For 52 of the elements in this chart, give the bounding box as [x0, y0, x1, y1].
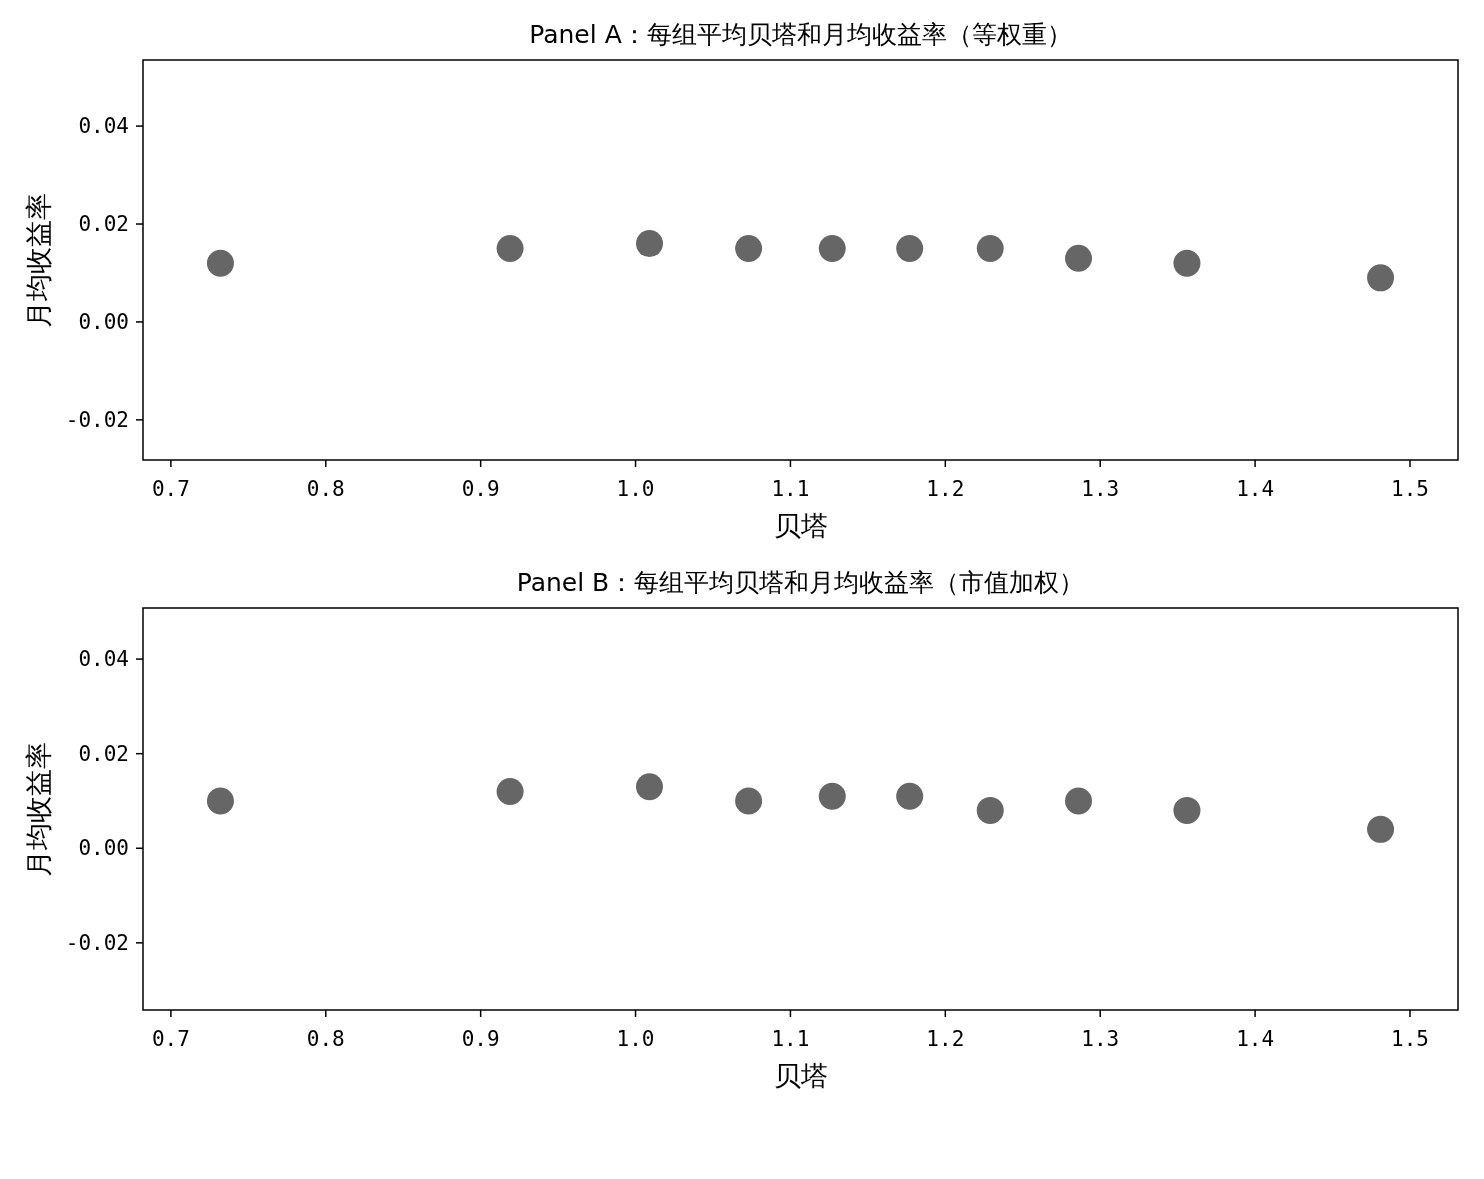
- chart-title: Panel B：每组平均贝塔和月均收益率（市值加权）: [516, 568, 1085, 597]
- point: [896, 782, 924, 810]
- y-tick-label: 0.04: [78, 114, 129, 139]
- x-axis-title: 贝塔: [773, 510, 828, 541]
- point: [496, 778, 524, 805]
- point: [206, 249, 234, 277]
- y-axis-title: 月均收益率: [23, 741, 54, 877]
- x-tick-label: 0.9: [461, 1027, 500, 1051]
- chart-title: Panel A：每组平均贝塔和月均收益率（等权重）: [529, 20, 1072, 49]
- y-tick-label: -0.02: [65, 930, 129, 955]
- y-tick-label: 0.00: [78, 836, 129, 861]
- x-tick-label: 1.0: [616, 477, 655, 501]
- x-tick-label: 1.0: [616, 1027, 655, 1051]
- point: [976, 796, 1004, 824]
- x-axis-title: 贝塔: [773, 1060, 828, 1091]
- point: [1065, 244, 1093, 272]
- x-tick-label: 1.1: [771, 1027, 810, 1051]
- point: [735, 787, 763, 815]
- point: [635, 230, 663, 258]
- point: [496, 234, 524, 262]
- y-tick-label: 0.02: [78, 212, 129, 237]
- x-tick-label: 1.3: [1081, 1027, 1120, 1051]
- point: [896, 234, 924, 262]
- point: [818, 234, 846, 262]
- x-tick-label: 0.8: [306, 1027, 345, 1051]
- point: [635, 773, 663, 801]
- x-tick-label: 1.5: [1391, 1027, 1429, 1051]
- x-tick-label: 0.8: [306, 477, 345, 501]
- x-tick-label: 0.9: [461, 477, 500, 501]
- x-tick-label: 1.2: [926, 477, 965, 501]
- x-tick-label: 0.7: [151, 1027, 190, 1051]
- x-tick-label: 1.2: [926, 1027, 965, 1051]
- point: [206, 787, 234, 815]
- x-tick-label: 1.3: [1081, 477, 1120, 501]
- x-tick-label: 1.4: [1236, 477, 1275, 501]
- y-tick-label: 0.00: [78, 309, 129, 334]
- point: [818, 782, 846, 810]
- x-tick-label: 1.1: [771, 477, 810, 501]
- y-tick-label: 0.02: [78, 741, 129, 766]
- y-tick-label: 0.04: [78, 647, 129, 672]
- x-tick-label: 1.5: [1391, 477, 1429, 501]
- x-tick-label: 0.7: [151, 477, 190, 501]
- point: [735, 234, 763, 262]
- point: [1173, 796, 1201, 824]
- point: [1173, 249, 1201, 277]
- x-tick-label: 1.4: [1236, 1027, 1275, 1051]
- point: [976, 234, 1004, 262]
- y-tick-label: -0.02: [65, 407, 129, 432]
- point: [1367, 815, 1395, 843]
- point: [1367, 264, 1395, 292]
- point: [1065, 787, 1093, 815]
- y-axis-title: 月均收益率: [23, 192, 54, 328]
